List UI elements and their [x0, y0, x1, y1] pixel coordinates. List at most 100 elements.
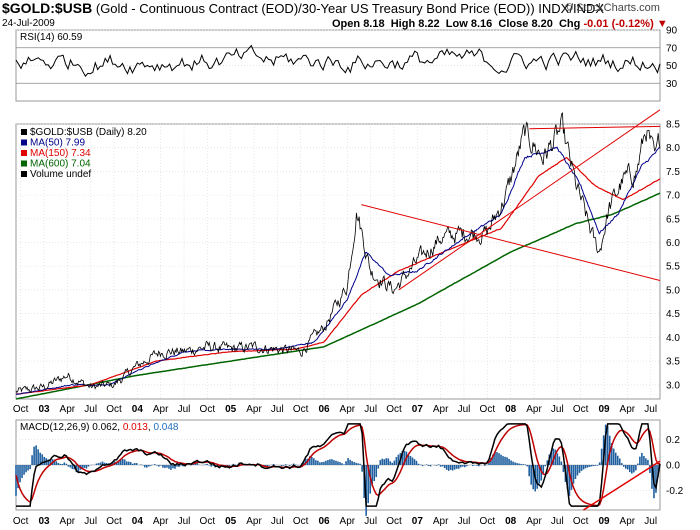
ohlc-readout: Open 8.18 High 8.22 Low 8.16 Close 8.20 … [332, 18, 668, 30]
chg-label: Chg [558, 18, 581, 30]
price-tick-label: 6.0 [666, 238, 680, 249]
price-tick-labels: 3.0 3.5 4.0 4.5 5.0 5.5 6.0 6.5 7.0 7.5 8.0 8.5 [666, 120, 680, 392]
legend-swatch [21, 139, 27, 146]
x-tick-label: 09 [598, 404, 610, 415]
exchange: INDX/INDX [538, 1, 605, 16]
x-tick-label: Oct [200, 404, 216, 415]
x-tick-label: 07 [412, 516, 424, 527]
legend-swatch [21, 150, 27, 156]
macd-tick-labels: 0.2 0.0 -0.2 [666, 435, 684, 497]
x-tick-label: 04 [132, 516, 144, 527]
x-tick-label: 03 [38, 516, 50, 527]
legend-swatch [21, 160, 27, 167]
price-tick-label: 8.0 [666, 143, 680, 154]
macd-trendline [583, 460, 661, 511]
close-label: Close [498, 18, 529, 30]
x-tick-label: Apr [153, 404, 169, 415]
legend-entry: $GOLD:$USB (Daily) 8.20 [30, 127, 147, 138]
price-tick-label: 6.5 [666, 214, 680, 225]
macd-line [16, 423, 661, 507]
x-tick-label: Oct [293, 516, 309, 527]
x-tick-label: Apr [526, 404, 542, 415]
x-tick-label: Jul [551, 404, 564, 415]
open-value: 8.18 [363, 18, 385, 30]
price-tick-label: 8.5 [666, 120, 680, 131]
x-tick-label: Oct [106, 516, 122, 527]
high-value: 8.22 [418, 18, 440, 30]
price-line [15, 112, 661, 394]
x-tick-label: Oct [13, 404, 29, 415]
price-tick-label: 5.5 [666, 262, 680, 273]
rsi-tick-label: 90 [666, 26, 678, 37]
credit[interactable]: © StockCharts.com [565, 2, 660, 14]
macd-legend: MACD(12,26,9) 0.062, 0.013, 0.048 [20, 422, 179, 433]
rsi-tick-label: 50 [666, 61, 678, 72]
legend-entry: MA(50) 7.99 [30, 138, 85, 149]
x-tick-label: Jul [644, 516, 657, 527]
x-tick-label: Apr [60, 404, 76, 415]
trendline [398, 109, 661, 291]
price-tick-label: 5.0 [666, 285, 680, 296]
x-tick-label: 08 [505, 516, 517, 527]
x-tick-label: Jul [364, 516, 377, 527]
x-tick-label: Oct [386, 404, 402, 415]
legend-entry: Volume undef [30, 169, 91, 180]
price-tick-label: 7.0 [666, 191, 680, 202]
x-tick-label: Oct [13, 516, 29, 527]
x-tick-label: Apr [246, 516, 262, 527]
rsi-grid [16, 29, 660, 84]
x-tick-label: Oct [573, 516, 589, 527]
symbol: $GOLD:$USB [2, 0, 93, 16]
x-axis-bottom: Oct 03 Apr Jul Oct 04 Apr Jul Oct 05 Apr Jul Oct 06 Ap… [13, 516, 657, 527]
x-tick-label: 05 [225, 516, 237, 527]
trendline [361, 204, 661, 281]
x-tick-label: Jul [271, 516, 284, 527]
price-frame [15, 123, 661, 400]
date: 24-Jul-2009 [2, 18, 55, 29]
x-tick-label: Apr [340, 516, 356, 527]
macd-tick-label: 0.0 [666, 461, 680, 472]
x-tick-label: Jul [271, 404, 284, 415]
x-tick-label: Jul [551, 516, 564, 527]
x-tick-label: Oct [200, 516, 216, 527]
x-tick-label: Apr [433, 404, 449, 415]
x-tick-label: Oct [573, 404, 589, 415]
price-tick-label: 3.0 [666, 380, 680, 391]
x-tick-label: 06 [318, 516, 330, 527]
x-tick-label: Jul [178, 404, 191, 415]
macd-prefix: MACD(12,26,9) [20, 422, 89, 433]
x-tick-label: Oct [480, 404, 496, 415]
rsi-tick-label: 70 [666, 43, 678, 54]
x-tick-label: 06 [318, 404, 330, 415]
chg-value: -0.01 (-0.12%) [583, 18, 654, 30]
low-value: 8.16 [470, 18, 493, 30]
price-tick-label: 3.5 [666, 357, 680, 368]
x-tick-label: Apr [620, 516, 636, 527]
macd-signal-value: 0.013 [123, 422, 148, 433]
x-tick-label: Jul [364, 404, 377, 415]
rsi-panel: 30 50 70 90 RSI(14) 60.59 [15, 26, 678, 102]
legend-entry: MA(150) 7.34 [30, 148, 91, 159]
price-tick-label: 4.0 [666, 333, 680, 344]
open-label: Open [332, 18, 361, 30]
x-tick-label: Apr [153, 516, 169, 527]
x-tick-label: Apr [433, 516, 449, 527]
x-tick-label: Apr [246, 404, 262, 415]
rsi-legend: RSI(14) 60.59 [20, 32, 83, 43]
x-tick-label: Oct [386, 516, 402, 527]
close-value: 8.20 [531, 18, 553, 30]
x-tick-label: Jul [458, 516, 471, 527]
x-tick-label: Apr [340, 404, 356, 415]
trendline [529, 125, 661, 130]
price-tick-label: 7.5 [666, 167, 680, 178]
legend-swatch [21, 171, 27, 177]
macd-value: 0.062 [92, 422, 117, 433]
x-tick-label: 03 [38, 404, 50, 415]
ma150-line [15, 157, 661, 395]
x-tick-label: Jul [84, 516, 97, 527]
x-tick-label: 08 [505, 404, 517, 415]
trendlines [361, 109, 661, 291]
x-tick-label: 05 [225, 404, 237, 415]
